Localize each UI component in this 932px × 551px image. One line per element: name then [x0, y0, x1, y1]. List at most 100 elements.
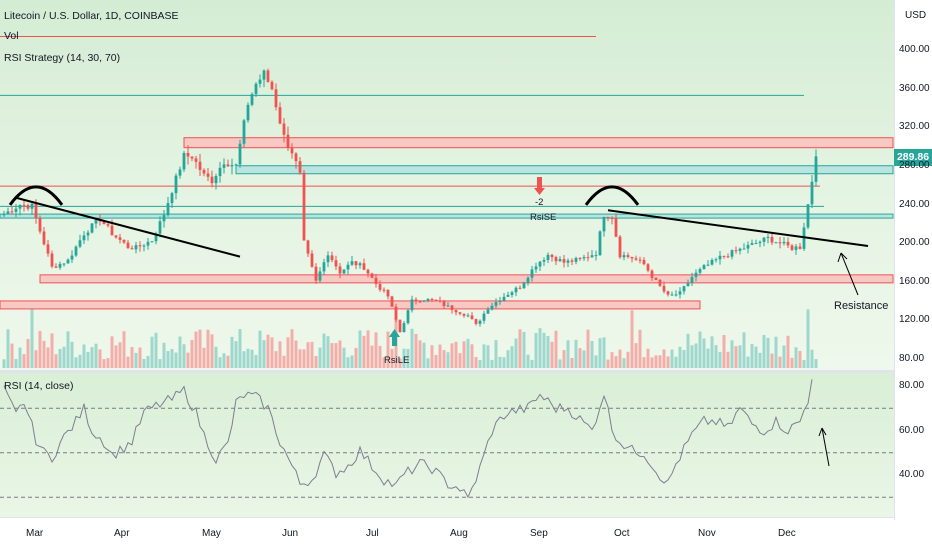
volume-bar [614, 356, 618, 368]
candle-body [646, 264, 650, 271]
currency-label[interactable]: USD [905, 10, 927, 21]
price-tick-label: 280.00 [899, 159, 930, 171]
strategy-label[interactable]: RSI Strategy (14, 30, 70) [4, 52, 121, 64]
volume-bar [478, 359, 482, 368]
candle-body [798, 246, 802, 249]
candle-body [150, 241, 154, 243]
volume-bar [306, 342, 310, 368]
candle-body [222, 164, 226, 168]
symbol-title[interactable]: Litecoin / U.S. Dollar, 1D, COINBASE [4, 10, 179, 22]
volume-bar [30, 309, 34, 368]
volume-bar [170, 348, 174, 368]
candle-body [210, 176, 214, 184]
volume-bar [38, 330, 42, 368]
volume-bar [74, 357, 78, 368]
candle-body [778, 242, 782, 244]
candle-body [742, 248, 746, 250]
candle-body [474, 319, 478, 324]
candle-body [718, 255, 722, 260]
volume-bar [454, 341, 458, 368]
candle-body [246, 104, 250, 121]
last-price-tag: 289.86 [894, 149, 932, 166]
price-scale[interactable] [894, 0, 932, 520]
candle-body [750, 243, 754, 245]
candle-body [398, 319, 402, 333]
volume-bar [370, 345, 374, 368]
volume-bar [274, 351, 278, 368]
candle-body [146, 241, 150, 246]
volume-label[interactable]: Vol [4, 30, 19, 42]
candle-body [490, 305, 494, 310]
volume-bar [590, 340, 594, 368]
volume-bar [66, 331, 70, 368]
volume-bar [234, 341, 238, 368]
volume-bar [382, 357, 386, 368]
volume-bar [698, 331, 702, 368]
candle-body [518, 287, 522, 289]
candle-body [306, 240, 310, 254]
volume-bar [6, 329, 10, 368]
volume-bar [694, 343, 698, 368]
volume-bar [422, 342, 426, 368]
volume-bar [262, 340, 266, 368]
candle-body [414, 299, 418, 302]
candle-body [698, 269, 702, 273]
candle-body [326, 255, 330, 263]
rsi-label[interactable]: RSI (14, close) [4, 380, 74, 392]
candle-body [346, 264, 350, 270]
volume-bar [82, 344, 86, 368]
volume-bar [634, 343, 638, 368]
volume-bar [102, 359, 106, 368]
volume-bar [110, 336, 114, 368]
candle-body [534, 266, 538, 270]
candle-body [446, 305, 450, 307]
candle-body [382, 289, 386, 291]
candle-body [774, 242, 778, 244]
volume-bar [26, 338, 30, 368]
rsi-pane[interactable] [0, 373, 894, 517]
time-axis[interactable] [0, 517, 894, 551]
candle-body [454, 310, 458, 313]
volume-bar [14, 358, 18, 368]
volume-bar [434, 354, 438, 368]
candle-body [642, 259, 646, 265]
candle-body [354, 261, 358, 266]
candle-body [574, 258, 578, 262]
candle-body [562, 259, 566, 263]
trendline [607, 209, 869, 248]
candle-body [2, 214, 6, 216]
candle-body [730, 250, 734, 257]
volume-bar [602, 337, 606, 368]
candle-body [618, 236, 622, 258]
volume-bar [222, 353, 226, 368]
candle-body [654, 277, 658, 280]
volume-bar [518, 329, 522, 368]
volume-bar [690, 345, 694, 368]
candle-body [690, 276, 694, 283]
volume-bar [782, 345, 786, 368]
candle-body [386, 289, 390, 297]
rsi-arrowhead [818, 427, 827, 437]
candle-body [450, 305, 454, 311]
candle-body [370, 273, 374, 278]
candle-body [422, 300, 426, 302]
candle-body [214, 176, 218, 184]
candle-body [38, 218, 42, 232]
volume-bar [246, 348, 250, 368]
volume-bar [622, 358, 626, 368]
candle-body [426, 298, 430, 301]
volume-bar [738, 345, 742, 368]
candle-body [134, 245, 138, 250]
volume-bar [330, 343, 334, 368]
candle-body [162, 215, 166, 222]
candle-body [258, 79, 262, 84]
volume-bar [438, 344, 442, 368]
volume-bar [378, 345, 382, 368]
candle-body [26, 205, 30, 209]
volume-bar [474, 357, 478, 368]
volume-bar [734, 346, 738, 368]
candle-body [766, 236, 770, 238]
resistance-arrow [840, 252, 859, 296]
candle-body [806, 204, 810, 228]
pane-separator[interactable] [0, 370, 932, 373]
